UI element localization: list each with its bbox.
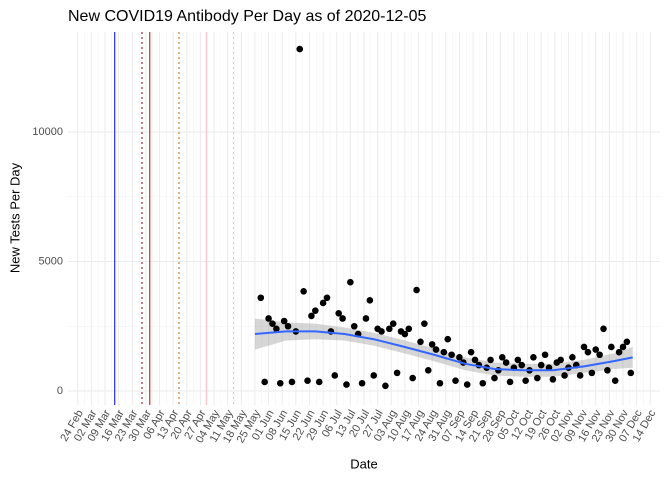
point — [561, 372, 568, 379]
point — [498, 354, 506, 361]
point — [549, 376, 557, 383]
point — [261, 378, 268, 386]
point — [428, 341, 436, 348]
point — [611, 377, 619, 384]
point — [541, 351, 549, 359]
point — [273, 325, 280, 333]
point — [596, 351, 603, 359]
point — [300, 287, 307, 295]
point — [424, 366, 432, 374]
point — [288, 378, 296, 386]
point — [389, 320, 397, 327]
point — [448, 351, 455, 359]
confidence-band — [254, 318, 633, 377]
point — [467, 348, 475, 356]
point — [339, 315, 346, 322]
point — [456, 354, 463, 361]
point — [276, 379, 284, 387]
point — [502, 359, 510, 366]
point — [600, 325, 607, 333]
point — [350, 322, 358, 330]
point — [619, 343, 627, 351]
point — [308, 312, 315, 320]
point — [312, 307, 319, 315]
point — [557, 356, 564, 364]
point — [608, 343, 615, 351]
point — [452, 377, 459, 384]
x-axis-label: Date — [350, 456, 377, 471]
point — [417, 338, 424, 346]
point — [413, 286, 420, 294]
point — [584, 348, 592, 356]
point — [378, 328, 385, 335]
point — [440, 348, 448, 356]
point — [471, 356, 479, 364]
point — [491, 374, 498, 382]
point — [537, 361, 545, 369]
chart-title: New COVID19 Antibody Per Day as of 2020-… — [68, 8, 427, 25]
point — [358, 379, 366, 387]
point — [386, 325, 393, 333]
point — [487, 356, 494, 364]
point — [592, 346, 600, 353]
point — [604, 366, 611, 374]
point — [623, 338, 631, 346]
point — [588, 369, 596, 377]
y-axis-label: New Tests Per Day — [7, 162, 22, 273]
point — [444, 335, 452, 343]
grid — [68, 32, 660, 405]
point — [409, 374, 416, 382]
point — [393, 369, 401, 377]
point — [347, 278, 354, 286]
point — [366, 297, 374, 304]
point — [421, 320, 428, 327]
point — [343, 381, 350, 388]
y-tick-label: 0 — [57, 385, 63, 397]
point — [319, 299, 327, 307]
point — [323, 294, 331, 302]
point — [530, 354, 537, 361]
y-tick-label: 10000 — [32, 126, 63, 138]
point — [304, 377, 311, 384]
point — [518, 361, 526, 369]
point — [370, 372, 378, 379]
point — [495, 366, 502, 374]
point — [627, 369, 635, 377]
point — [522, 377, 529, 384]
y-tick-label: 5000 — [39, 255, 63, 267]
point — [296, 45, 304, 53]
point — [269, 320, 276, 327]
point — [479, 379, 487, 387]
point — [506, 378, 514, 386]
point — [315, 378, 323, 386]
point — [534, 374, 541, 382]
point — [362, 315, 370, 322]
point — [569, 354, 576, 361]
point — [615, 348, 623, 356]
point — [280, 317, 288, 325]
point — [576, 372, 584, 379]
smooth-line — [254, 330, 633, 372]
point — [432, 346, 440, 353]
point — [257, 294, 265, 302]
point — [580, 343, 588, 351]
point — [335, 310, 342, 317]
point — [284, 322, 292, 330]
point — [265, 315, 272, 322]
point — [514, 356, 522, 364]
point — [405, 325, 413, 333]
point — [401, 330, 409, 338]
point — [463, 381, 471, 388]
point — [436, 379, 444, 387]
point — [331, 372, 339, 379]
point — [382, 382, 389, 390]
